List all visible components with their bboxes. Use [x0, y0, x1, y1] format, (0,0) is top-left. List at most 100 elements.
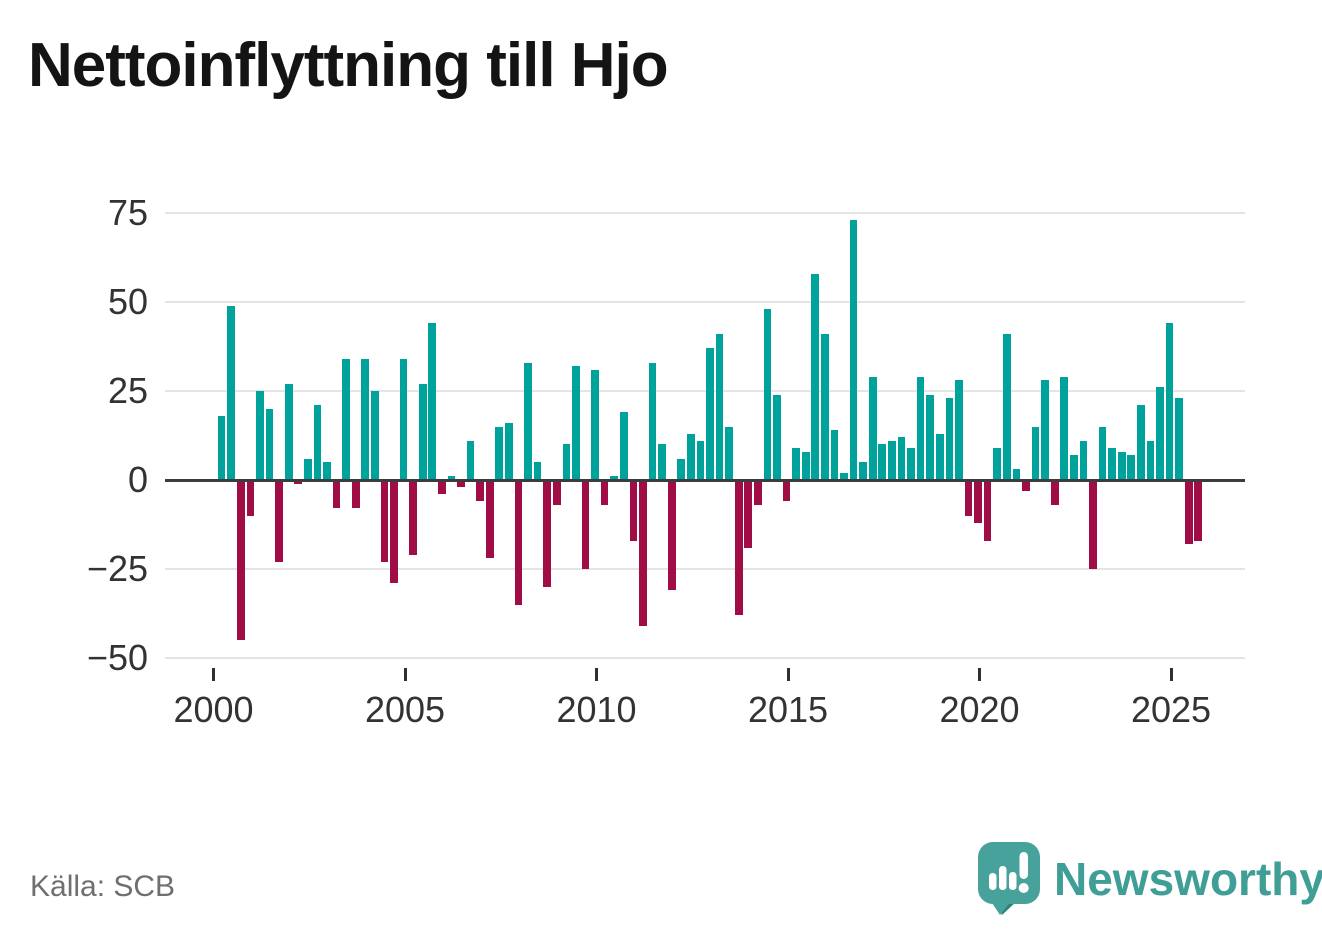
bar-positive [1165, 323, 1174, 480]
bar-negative [600, 480, 609, 505]
bar-positive [591, 369, 599, 480]
bar-positive [428, 323, 437, 480]
bar-negative [744, 480, 753, 548]
bar-positive [323, 462, 331, 480]
x-axis-tick [212, 668, 215, 681]
bar-positive [371, 391, 379, 480]
x-axis-tick [403, 668, 407, 681]
logo-exclamation-dot [1018, 883, 1029, 893]
x-axis-tick [978, 668, 981, 681]
bar-negative [552, 480, 561, 505]
logo-bar-3 [1009, 872, 1017, 890]
bar-negative [1089, 480, 1097, 569]
bar-negative [332, 480, 341, 509]
bar-negative [390, 480, 398, 584]
bar-positive [926, 394, 935, 480]
bar-positive [342, 358, 350, 480]
bar-positive [619, 412, 628, 480]
x-axis-tick-label: 2015 [747, 689, 829, 730]
bar-positive [303, 458, 312, 480]
bar-positive [840, 472, 848, 480]
chart-title: Nettoinflyttning till Hjo [28, 31, 669, 100]
logo-bubble [978, 842, 1040, 904]
bar-positive [505, 423, 513, 480]
bar-positive [821, 334, 829, 480]
bar-positive [1069, 455, 1078, 480]
bar-negative [667, 480, 676, 591]
y-axis-tick-label: 0 [127, 459, 148, 500]
newsworthy-logo-icon [978, 842, 1040, 916]
bar-negative [974, 480, 982, 523]
bar-negative [581, 480, 590, 569]
bar-positive [916, 376, 925, 480]
bar-positive [284, 383, 293, 480]
bar-positive [830, 430, 839, 480]
bar-negative [782, 480, 791, 502]
bar-positive [1175, 398, 1183, 480]
bar-positive [907, 447, 915, 480]
bar-negative [1184, 480, 1193, 545]
bar-positive [686, 433, 695, 480]
x-axis-tick [786, 668, 790, 681]
bar-positive [1156, 387, 1164, 480]
bar-positive [447, 476, 456, 480]
bar-negative [964, 480, 973, 516]
logo-bar-1 [989, 873, 997, 890]
bar-positive [533, 462, 542, 480]
logo-bar-2 [999, 866, 1007, 890]
bar-positive [648, 362, 657, 480]
bar-positive [572, 366, 580, 480]
bar-positive [217, 415, 226, 480]
bar-negative [246, 480, 255, 516]
bar-negative [754, 480, 762, 505]
bar-negative [543, 480, 552, 587]
bar-positive [265, 408, 274, 480]
bar-positive [1012, 469, 1021, 480]
bar-negative [1022, 480, 1030, 491]
gridline-y-50 [165, 301, 1245, 303]
x-axis-tick-label: 2020 [939, 689, 1020, 730]
y-axis-tick-label: 50 [107, 281, 148, 322]
bar-positive [610, 476, 619, 480]
gridline-y-25 [165, 390, 1245, 392]
logo-tail [990, 900, 1012, 915]
bar-positive [418, 383, 427, 480]
bar-positive [715, 334, 724, 480]
x-axis-tick-label: 2005 [364, 689, 446, 730]
y-axis-tick-label: 75 [107, 192, 148, 233]
bar-positive [801, 451, 810, 480]
bar-positive [878, 444, 887, 480]
bar-positive [562, 444, 571, 480]
bar-positive [361, 358, 370, 480]
bar-negative [639, 480, 647, 626]
x-axis-tick-label: 2025 [1130, 689, 1212, 730]
bar-positive [706, 348, 714, 480]
bar-positive [993, 447, 1002, 480]
bar-positive [1031, 426, 1040, 480]
bar-negative [629, 480, 638, 541]
bar-negative [485, 480, 494, 559]
bar-positive [227, 305, 236, 480]
bar-positive [466, 440, 475, 480]
x-axis-tick [595, 668, 598, 681]
bar-positive [955, 380, 963, 480]
y-axis-tick-label: −50 [86, 637, 148, 678]
bar-negative [1050, 480, 1059, 505]
bar-positive [935, 433, 944, 480]
bar-positive [868, 376, 877, 480]
bar-positive [256, 391, 264, 480]
bar-positive [524, 362, 532, 480]
bar-negative [514, 480, 523, 605]
bar-positive [792, 447, 800, 480]
newsworthy-logo: Newsworthy [978, 842, 1322, 916]
bar-positive [696, 440, 705, 480]
bar-positive [859, 462, 867, 480]
y-axis-tick-label: 25 [107, 370, 148, 411]
bar-negative [1194, 480, 1203, 541]
bar-positive [677, 458, 686, 480]
gridline-y--50 [165, 657, 1245, 659]
bar-positive [1108, 447, 1116, 480]
bar-negative [236, 480, 245, 641]
bar-positive [1002, 334, 1011, 480]
